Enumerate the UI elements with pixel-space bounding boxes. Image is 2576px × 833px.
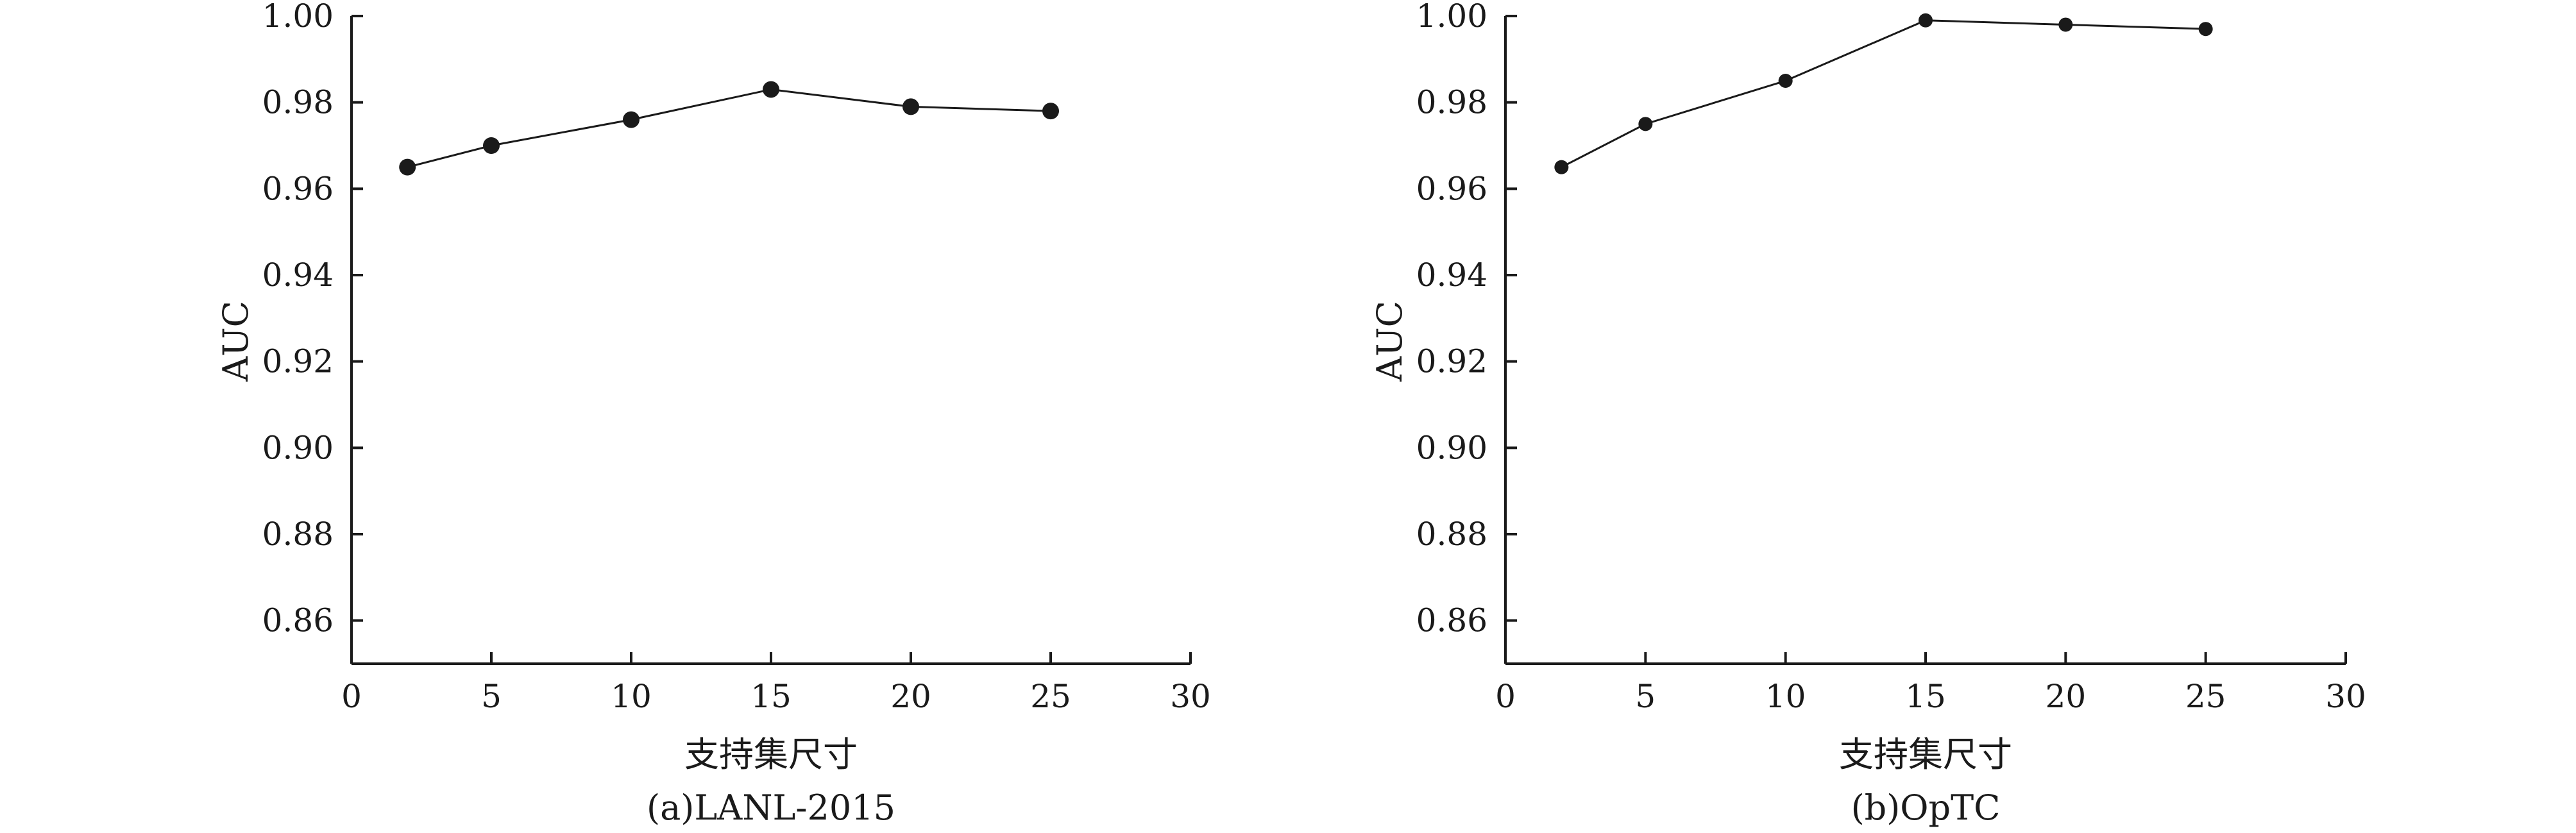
x-axis-label: 支持集尺寸 bbox=[684, 734, 858, 775]
x-axis-label: 支持集尺寸 bbox=[1839, 734, 2012, 775]
x-tick-label: 0 bbox=[341, 678, 362, 715]
x-tick-label: 5 bbox=[1635, 678, 1656, 715]
data-point bbox=[2198, 22, 2213, 37]
x-tick-label: 20 bbox=[890, 678, 931, 715]
chart-panel-lanl: AUC 支持集尺寸 (a)LANL-2015 0.86 0.88 0.90 0.92 0… bbox=[216, 0, 1211, 828]
y-tick-label: 0.96 bbox=[262, 170, 334, 207]
data-point bbox=[1042, 103, 1059, 120]
y-tick-label: 0.90 bbox=[262, 429, 334, 466]
x-tick-label: 30 bbox=[2325, 678, 2366, 715]
data-point bbox=[1554, 160, 1569, 174]
data-point bbox=[2058, 17, 2073, 32]
y-tick-label: 0.94 bbox=[262, 257, 334, 294]
x-tick-label: 15 bbox=[750, 678, 792, 715]
y-tick-label: 0.86 bbox=[1416, 602, 1487, 639]
y-tick-label: 0.96 bbox=[1416, 170, 1487, 207]
x-tick-label: 20 bbox=[2046, 678, 2087, 715]
y-tick-label: 1.00 bbox=[1416, 0, 1487, 35]
y-tick-label: 0.92 bbox=[1416, 343, 1487, 380]
y-tick-label: 0.88 bbox=[1416, 516, 1487, 553]
series-line bbox=[1561, 19, 2206, 169]
series-line bbox=[407, 88, 1051, 169]
data-point bbox=[763, 81, 779, 98]
y-tick-label: 1.00 bbox=[262, 0, 334, 35]
y-tick-label: 0.90 bbox=[1416, 429, 1487, 466]
x-tick-label: 10 bbox=[1765, 678, 1806, 715]
y-tick-label: 0.88 bbox=[262, 516, 334, 553]
data-point bbox=[623, 111, 640, 128]
data-point bbox=[902, 98, 919, 115]
x-tick-label: 25 bbox=[1030, 678, 1071, 715]
x-tick-label: 30 bbox=[1170, 678, 1211, 715]
x-tick-label: 5 bbox=[481, 678, 502, 715]
chart-caption: (a)LANL-2015 bbox=[647, 787, 895, 828]
data-point bbox=[1919, 13, 1933, 28]
x-tick-label: 25 bbox=[2185, 678, 2226, 715]
y-axis-label: AUC bbox=[216, 301, 256, 382]
y-tick-label: 0.92 bbox=[262, 343, 334, 380]
data-point bbox=[1778, 74, 1793, 88]
y-tick-label: 0.94 bbox=[1416, 257, 1487, 294]
x-tick-label: 0 bbox=[1495, 678, 1516, 715]
y-tick-label: 0.98 bbox=[262, 84, 334, 121]
data-point bbox=[399, 158, 416, 176]
y-tick-label: 0.86 bbox=[262, 602, 334, 639]
x-tick-label: 10 bbox=[611, 678, 652, 715]
x-tick-label: 15 bbox=[1905, 678, 1946, 715]
y-tick-label: 0.98 bbox=[1416, 84, 1487, 121]
data-point bbox=[483, 137, 500, 154]
y-axis-label: AUC bbox=[1369, 301, 1410, 382]
chart-panel-optc: AUC 支持集尺寸 (b)OpTC 0.86 0.88 0.90 0.92 0.94 0.… bbox=[1369, 0, 2366, 828]
chart-caption: (b)OpTC bbox=[1851, 787, 2001, 828]
data-point bbox=[1638, 117, 1653, 131]
